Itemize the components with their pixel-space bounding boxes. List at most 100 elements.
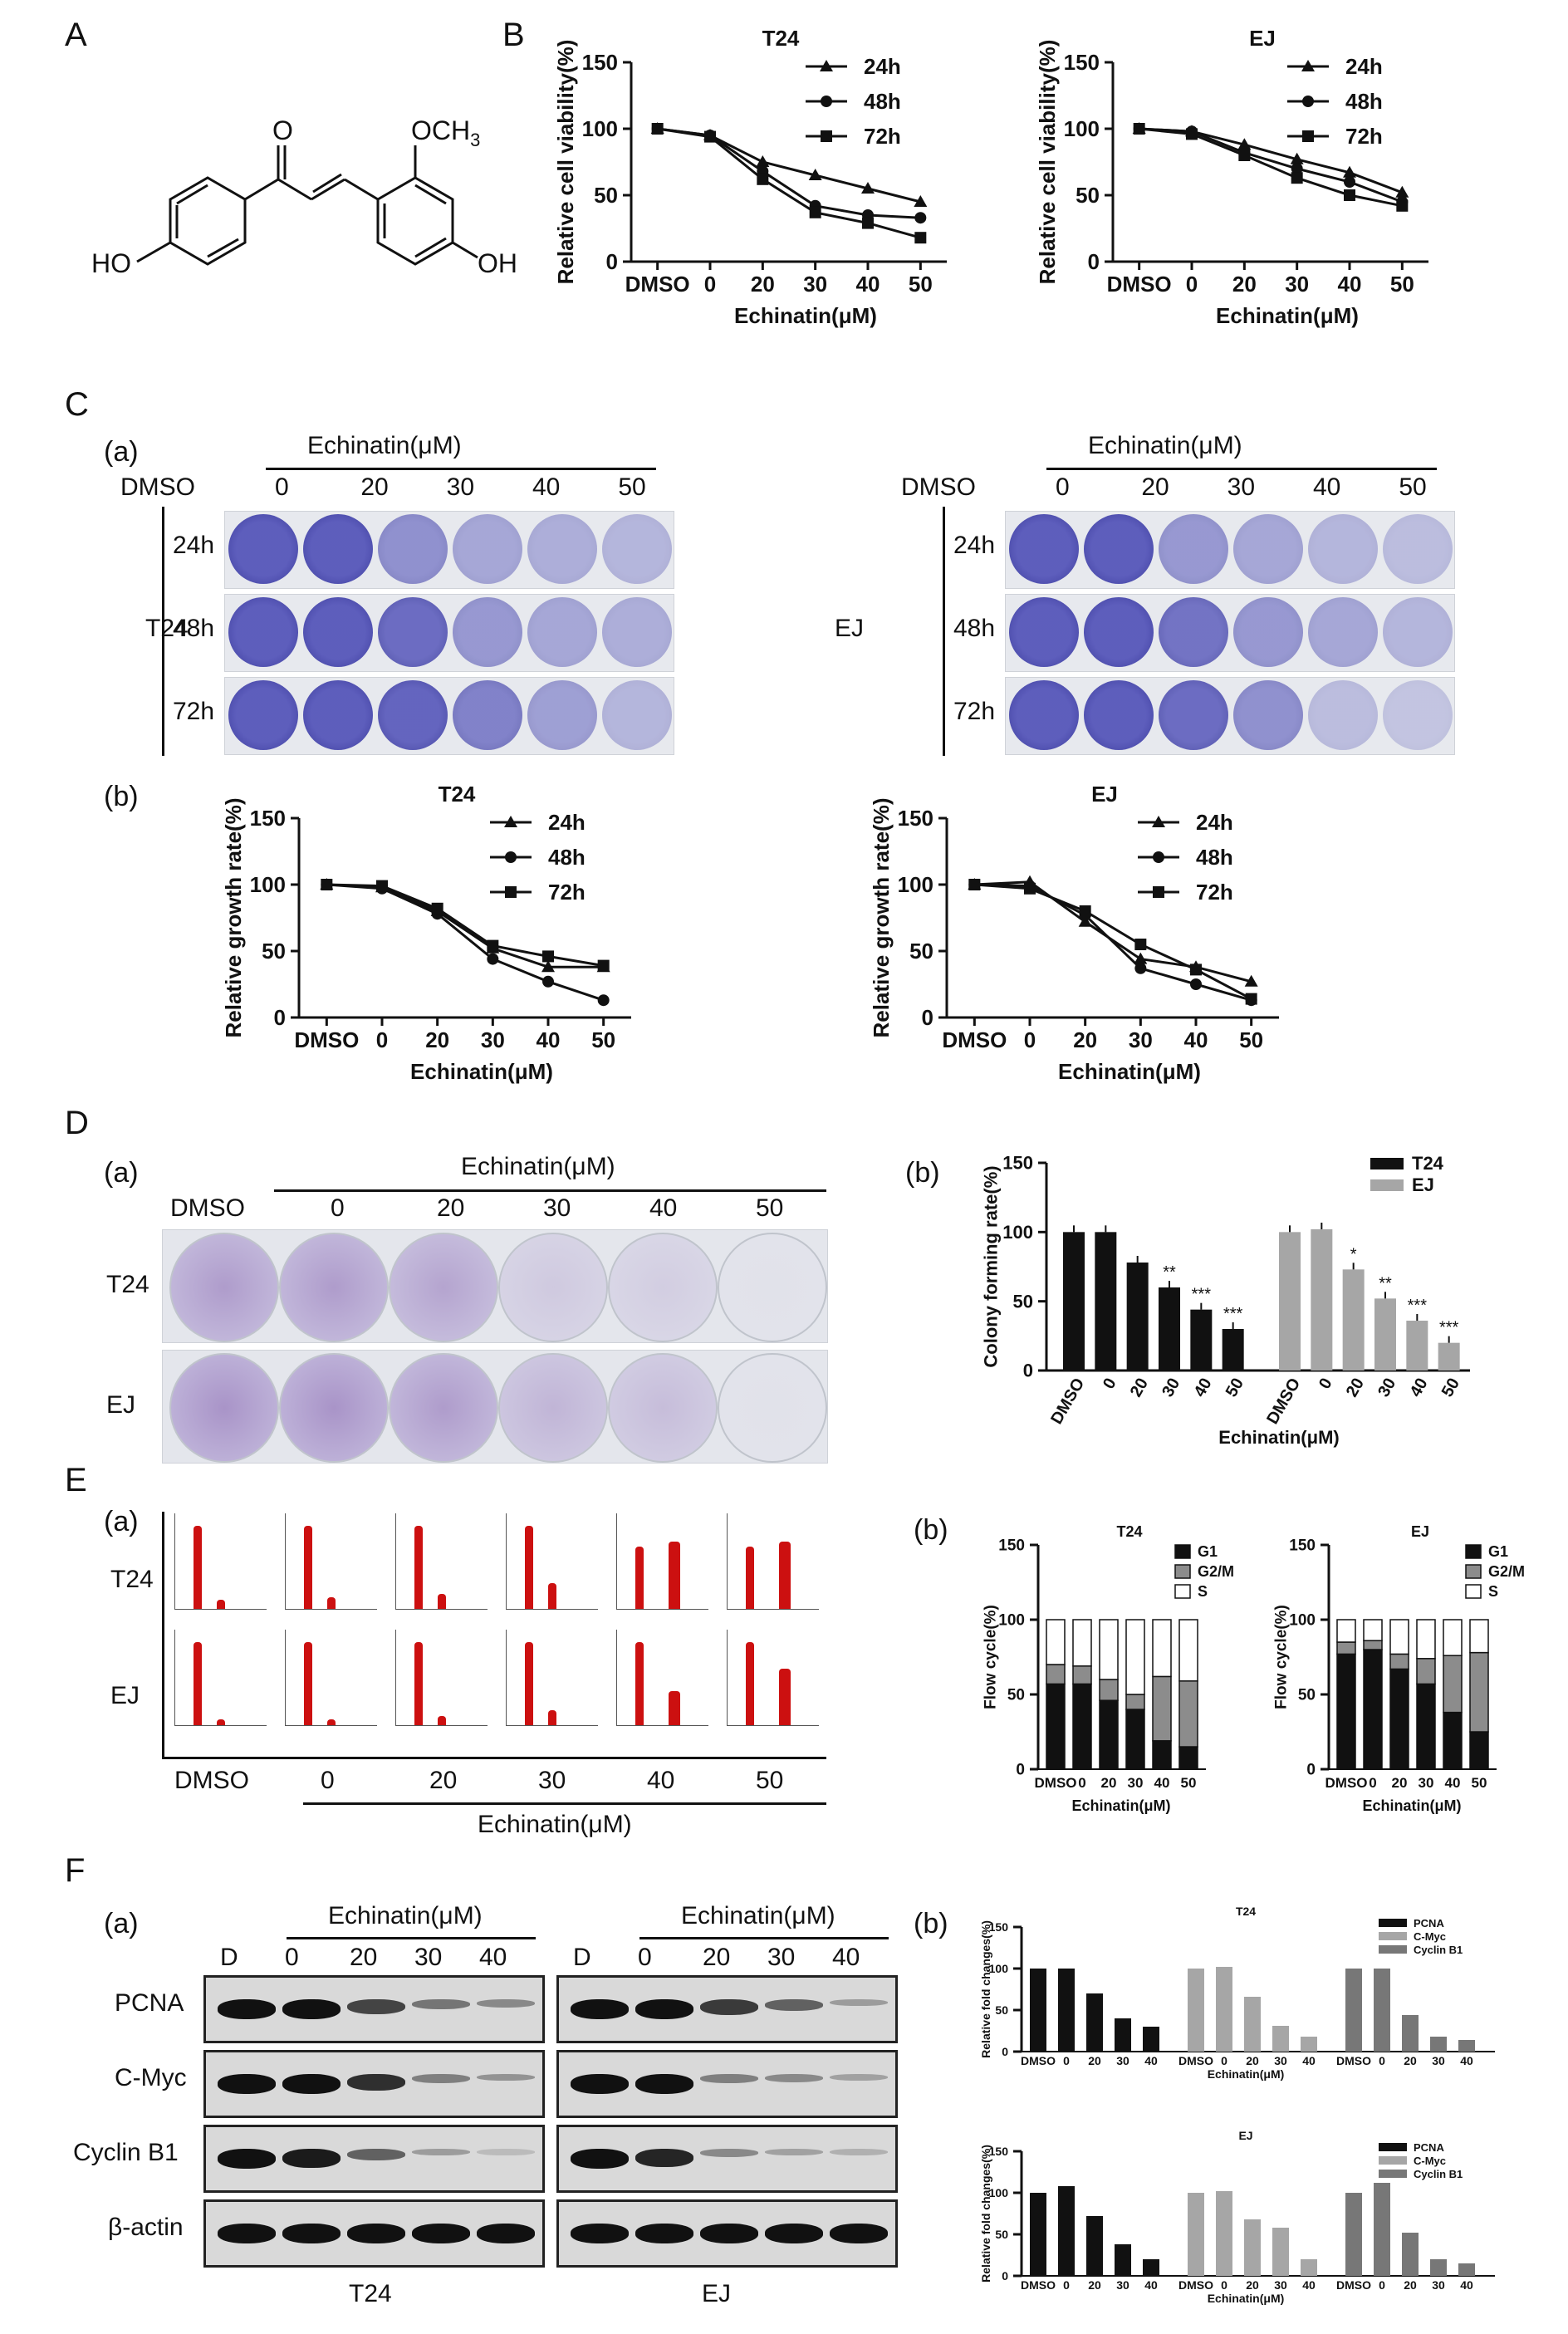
- x-tick-label: 0: [1078, 1775, 1085, 1791]
- histogram: [616, 1513, 708, 1610]
- g2m-peak: [438, 1716, 446, 1725]
- legend-label: G2/M: [1198, 1563, 1234, 1580]
- g2m-peak: [438, 1594, 446, 1609]
- band: [282, 2149, 341, 2168]
- y-tick-label: 150: [582, 50, 618, 75]
- series-Cyclin B1: DMSO 0 20 30 40 Cyclin B1: [1336, 2168, 1475, 2292]
- well: [718, 1233, 827, 1342]
- data-point: [1244, 974, 1258, 987]
- series-48h: 48h: [321, 845, 610, 1007]
- bar: [1272, 2026, 1289, 2052]
- y-tick-label: 100: [582, 116, 618, 141]
- plate-row: [1005, 511, 1455, 589]
- band: [282, 2224, 341, 2243]
- bar-S: [1152, 1619, 1172, 1678]
- bar-G1: [1152, 1740, 1172, 1770]
- band: [477, 2074, 535, 2081]
- legend-label: 24h: [548, 810, 586, 835]
- x-axis-label: Echinatin(μM): [1058, 1059, 1201, 1084]
- data-point: [651, 123, 664, 135]
- bar: [1458, 2263, 1475, 2276]
- sub-label-c-b: (b): [104, 781, 139, 812]
- band: [477, 1999, 535, 2008]
- x-tick-label: 0: [1379, 2054, 1385, 2067]
- blot-strip: [203, 2125, 545, 2193]
- lane-label: 20: [350, 1944, 378, 1971]
- y-tick-label: 0: [1002, 2269, 1008, 2283]
- legend-swatch: [1379, 2170, 1407, 2178]
- x-tick-label: 0: [1316, 1375, 1336, 1393]
- cell-line-label: EJ: [835, 615, 865, 642]
- dose-label: 40: [649, 1194, 678, 1222]
- panel-label-f: F: [65, 1852, 86, 1889]
- x-tick-label: 20: [1088, 2054, 1101, 2067]
- x-tick-label: 40: [1184, 1027, 1208, 1052]
- legend-marker: [1301, 60, 1315, 71]
- g1-peak: [304, 1642, 312, 1725]
- g1-peak: [414, 1526, 423, 1609]
- bar-S: [1389, 1619, 1409, 1655]
- x-tick-label: DMSO: [625, 272, 690, 297]
- bar-G2/M: [1416, 1658, 1436, 1685]
- series-line: [326, 883, 604, 968]
- x-tick-label: 0: [704, 272, 716, 297]
- legend-swatch: [1379, 1932, 1407, 1940]
- well: [389, 1233, 498, 1342]
- bar-S: [1443, 1619, 1463, 1656]
- x-axis-label: Echinatin(μM): [1362, 1797, 1461, 1814]
- bar-S: [1099, 1619, 1119, 1680]
- well: [453, 597, 522, 667]
- g2m-peak: [779, 1542, 791, 1609]
- x-tick-label: 20: [1232, 272, 1257, 297]
- cell-line-label: T24: [106, 1271, 149, 1298]
- x-axis-label: Echinatin(μM): [734, 303, 877, 328]
- bar: [1430, 2259, 1447, 2276]
- legend-label: C-Myc: [1414, 1930, 1446, 1943]
- bar-S: [1469, 1619, 1489, 1654]
- band: [571, 2224, 629, 2243]
- band: [830, 2149, 888, 2155]
- data-point: [542, 975, 554, 988]
- g1-peak: [635, 1547, 644, 1609]
- lane-label: 30: [414, 1944, 443, 1971]
- g1-peak: [525, 1526, 533, 1609]
- x-tick-label: 0: [1186, 272, 1198, 297]
- blot-strip: [203, 1975, 545, 2043]
- well: [1009, 514, 1079, 584]
- data-point: [914, 232, 927, 244]
- bar: [1086, 1993, 1103, 2052]
- x-tick-label: 30: [1128, 1775, 1144, 1791]
- well: [1084, 514, 1154, 584]
- x-tick-label: 40: [856, 272, 880, 297]
- echinatin-header: Echinatin(μM): [1088, 432, 1242, 459]
- bar: [1188, 2193, 1204, 2276]
- sub-label-f-a: (a): [104, 1908, 139, 1939]
- data-point: [1190, 964, 1202, 976]
- series-C-Myc: DMSO 0 20 30 40 C-Myc: [1178, 2155, 1446, 2292]
- y-tick-label: 0: [1306, 1762, 1316, 1779]
- x-tick-label: 0: [1063, 2278, 1070, 2292]
- blot-strip: [203, 2199, 545, 2268]
- data-point: [1134, 952, 1148, 964]
- legend-swatch: [1379, 2143, 1407, 2151]
- legend-swatch: [1379, 1945, 1407, 1954]
- band: [571, 2074, 629, 2094]
- plate-row: [1005, 594, 1455, 672]
- data-point: [1186, 128, 1198, 140]
- series-72h: 72h: [651, 123, 927, 244]
- y-tick-label: 100: [898, 872, 933, 897]
- oh-text: OH: [478, 248, 517, 278]
- echinatin-header: Echinatin(μM): [328, 1902, 483, 1929]
- dose-label: DMSO: [174, 1767, 249, 1794]
- x-tick-label: 30: [1274, 2278, 1287, 2292]
- bar: [1126, 1263, 1149, 1370]
- series-line: [1139, 127, 1403, 208]
- well: [1383, 680, 1453, 750]
- bar: [1311, 1229, 1333, 1370]
- histogram: [727, 1513, 819, 1610]
- y-tick-label: 0: [1016, 1762, 1025, 1779]
- well: [303, 514, 373, 584]
- y-tick-label: 0: [606, 249, 618, 274]
